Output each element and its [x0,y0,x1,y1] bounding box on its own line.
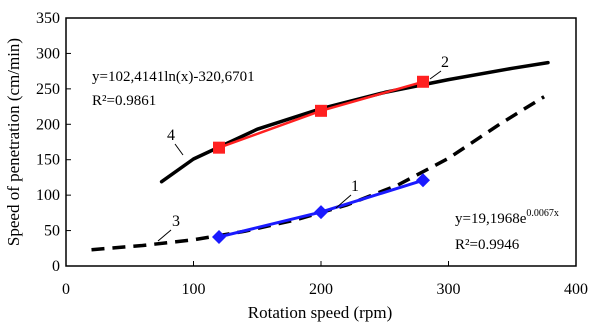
y-tick-label: 50 [44,223,60,240]
y-tick-label: 150 [36,152,60,169]
x-tick-label: 400 [564,281,588,298]
y-tick-labels: 0 50 100 150 200 250 300 350 [36,10,60,275]
x-axis-title: Rotation speed (rpm) [248,303,392,322]
markers-layer [212,75,430,244]
y-tick-label: 350 [36,10,60,27]
y-tick-label: 0 [52,258,60,275]
y-tick-label: 250 [36,81,60,98]
plot-area-border [65,17,577,267]
series-2-point [417,75,429,88]
series-label-leader [157,229,172,242]
plot-frame [65,17,577,267]
r2-log-fit: R²=0.9861 [92,93,156,109]
x-tick-label: 0 [62,281,70,298]
x-tick-labels: 0 100 200 300 400 [62,281,588,298]
equation-log-fit: y=102,4141ln(x)-320,6701 [92,69,255,85]
series-1-point [212,229,226,244]
series-label-1: 1 [351,178,359,195]
x-tick-label: 100 [182,281,206,298]
y-tick-label: 300 [36,45,60,62]
y-axis-title: Speed of penetration (cm/min) [4,38,23,246]
series-label-3: 3 [172,213,180,230]
y-tick-label: 100 [36,187,60,204]
series-label-4: 4 [167,127,175,144]
series-1-point [416,173,430,188]
series-label-2: 2 [441,54,449,71]
y-tick-label: 200 [36,116,60,133]
series-number-labels: 1 2 3 4 [157,54,449,242]
series-label-leader [174,143,184,156]
series-label-leader [429,70,442,80]
x-tick-label: 200 [309,281,333,298]
series-2-point [315,104,327,117]
series-1-point [314,205,328,220]
x-tick-label: 300 [437,281,461,298]
series-label-leader [335,194,352,209]
r2-exp-fit: R²=0.9946 [455,237,520,253]
series-2-point [213,141,225,154]
equation-exp-fit: y=19,1968e0.0067x [455,208,559,227]
equation-exp-base: y=19,1968e [455,211,527,227]
equation-exp-exponent: 0.0067x [526,208,559,219]
